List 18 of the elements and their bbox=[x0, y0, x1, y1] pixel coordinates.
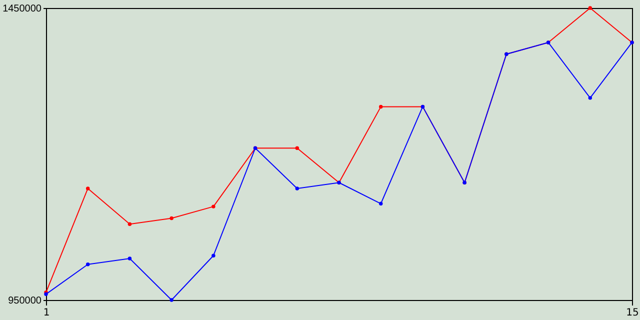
point bbox=[212, 204, 216, 208]
point bbox=[295, 146, 300, 150]
point bbox=[128, 222, 132, 226]
point bbox=[86, 186, 90, 190]
point bbox=[170, 216, 174, 220]
x-tick-label: 1 bbox=[43, 308, 50, 318]
point bbox=[170, 298, 174, 302]
point bbox=[378, 104, 383, 109]
point bbox=[212, 254, 216, 258]
point bbox=[588, 96, 592, 100]
y-tick-label: 1450000 bbox=[2, 4, 42, 14]
point bbox=[378, 202, 383, 206]
y-tick-label: 950000 bbox=[8, 296, 42, 306]
point bbox=[128, 256, 132, 260]
point bbox=[86, 262, 90, 266]
x-tick-label: 15 bbox=[626, 308, 639, 318]
point bbox=[588, 6, 592, 10]
point bbox=[295, 186, 300, 190]
